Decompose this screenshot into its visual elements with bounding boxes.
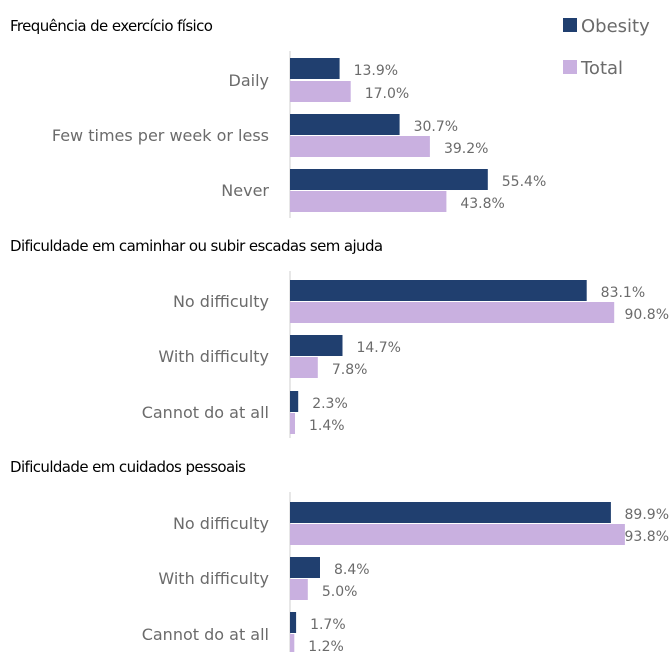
data-label-obesity: 55.4%	[502, 174, 546, 190]
data-label-total: 1.4%	[309, 418, 345, 434]
bar-obesity	[290, 612, 297, 633]
data-label-obesity: 30.7%	[414, 119, 458, 135]
bar-obesity	[290, 280, 587, 301]
bar-obesity	[290, 58, 340, 79]
legend-label-total: Total	[580, 58, 623, 79]
bar-total	[290, 524, 625, 545]
data-label-obesity: 2.3%	[312, 396, 348, 412]
category-label: No difficulty	[173, 514, 269, 533]
panel-title: Dificuldade em caminhar ou subir escadas…	[10, 237, 382, 255]
bar-total	[290, 634, 295, 652]
bar-obesity	[290, 335, 343, 356]
data-label-total: 43.8%	[460, 196, 504, 212]
data-label-obesity: 13.9%	[354, 63, 398, 79]
data-label-total: 90.8%	[625, 307, 669, 323]
legend-label-obesity: Obesity	[581, 16, 650, 37]
data-label-obesity: 1.7%	[310, 617, 346, 633]
bar-total	[290, 413, 295, 434]
category-label: With difficulty	[158, 569, 269, 588]
data-label-obesity: 89.9%	[625, 507, 669, 523]
bar-obesity	[290, 169, 488, 190]
category-label: With difficulty	[158, 347, 269, 366]
data-label-total: 93.8%	[625, 529, 669, 545]
data-label-obesity: 14.7%	[356, 340, 400, 356]
data-label-total: 1.2%	[308, 639, 344, 652]
bar-total	[290, 191, 447, 212]
legend-swatch-total	[563, 60, 577, 74]
bar-total	[290, 579, 308, 600]
bar-total	[290, 357, 318, 378]
category-label: No difficulty	[173, 292, 269, 311]
bar-total	[290, 81, 351, 102]
bar-obesity	[290, 391, 299, 412]
data-label-total: 17.0%	[365, 86, 409, 102]
bar-total	[290, 136, 430, 157]
category-label: Cannot do at all	[142, 403, 269, 422]
category-label: Daily	[229, 71, 269, 90]
data-label-total: 39.2%	[444, 141, 488, 157]
bar-obesity	[290, 557, 320, 578]
data-label-total: 7.8%	[332, 362, 368, 378]
data-label-obesity: 8.4%	[334, 562, 370, 578]
bar-obesity	[290, 114, 400, 135]
bar-obesity	[290, 502, 611, 523]
data-label-obesity: 83.1%	[601, 285, 645, 301]
category-label: Few times per week or less	[52, 126, 269, 145]
panel-title: Frequência de exercício físico	[10, 17, 213, 35]
legend-swatch-obesity	[563, 18, 577, 32]
category-label: Cannot do at all	[142, 625, 269, 644]
category-label: Never	[221, 181, 269, 200]
panel-title: Dificuldade em cuidados pessoais	[10, 458, 246, 476]
data-label-total: 5.0%	[322, 584, 358, 600]
bar-total	[290, 302, 615, 323]
